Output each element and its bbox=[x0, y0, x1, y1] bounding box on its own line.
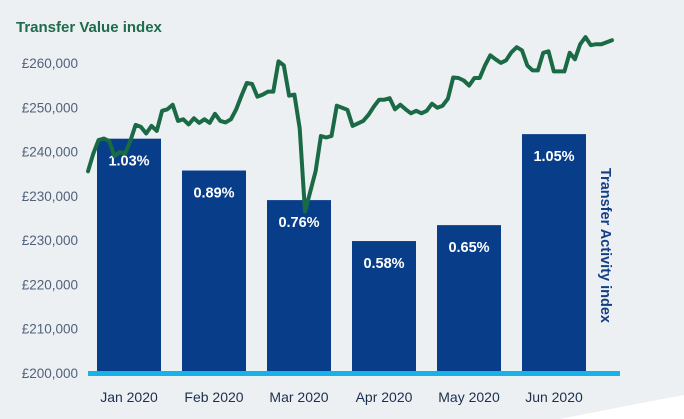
chart-title: Transfer Value index bbox=[16, 19, 163, 36]
bar bbox=[522, 134, 586, 373]
y-axis-ticks: £200,000 £210,000 £220,000 £230,000 £230,000… bbox=[22, 56, 78, 381]
bar bbox=[182, 170, 246, 373]
x-tick-label: Jun 2020 bbox=[525, 389, 583, 405]
x-tick-label: Apr 2020 bbox=[356, 389, 413, 405]
x-tick-label: Feb 2020 bbox=[184, 389, 243, 405]
y-tick-label: £200,000 bbox=[22, 366, 78, 381]
bar bbox=[267, 200, 331, 373]
x-axis-labels: Jan 2020 Feb 2020 Mar 2020 Apr 2020 May 2020… bbox=[100, 389, 583, 405]
x-tick-label: May 2020 bbox=[438, 389, 500, 405]
y-tick-label: £210,000 bbox=[22, 322, 78, 337]
bar-data-label: 0.89% bbox=[193, 186, 234, 202]
x-tick-label: Mar 2020 bbox=[269, 389, 328, 405]
y-tick-label: £240,000 bbox=[22, 145, 78, 160]
bar-data-label: 1.05% bbox=[533, 149, 574, 165]
y-tick-label: £230,000 bbox=[22, 233, 78, 248]
bar bbox=[352, 241, 416, 373]
baseline bbox=[88, 371, 620, 376]
bar-data-label: 0.65% bbox=[448, 240, 489, 256]
y-tick-label: £220,000 bbox=[22, 277, 78, 292]
bar bbox=[437, 225, 501, 373]
y-tick-label: £230,000 bbox=[22, 189, 78, 204]
bar-data-label: 1.03% bbox=[108, 154, 149, 170]
bar-series bbox=[97, 134, 586, 373]
y-tick-label: £260,000 bbox=[22, 56, 78, 71]
bar-data-labels: 1.03% 0.89% 0.76% 0.58% 0.65% 1.05% bbox=[108, 149, 574, 272]
page-curl-decoration bbox=[560, 395, 684, 419]
bar bbox=[97, 138, 161, 373]
y-tick-label: £250,000 bbox=[22, 100, 78, 115]
transfer-value-index-line bbox=[86, 35, 614, 214]
bar-data-label: 0.58% bbox=[363, 256, 404, 272]
x-tick-label: Jan 2020 bbox=[100, 389, 158, 405]
right-axis-label: Transfer Activity index bbox=[597, 168, 613, 323]
bar-data-label: 0.76% bbox=[278, 215, 319, 231]
